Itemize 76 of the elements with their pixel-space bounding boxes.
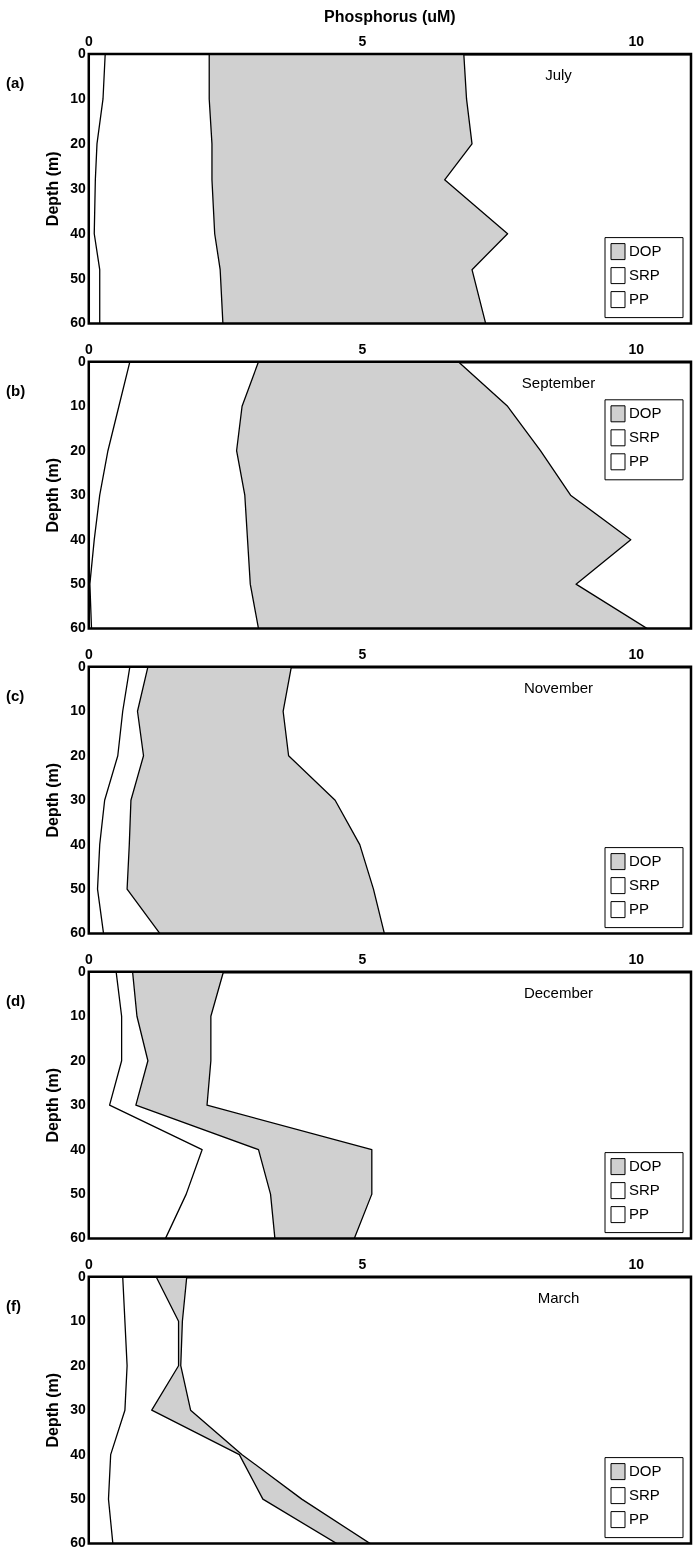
text: (c)	[6, 686, 25, 704]
y-tick-label: 50	[70, 269, 86, 286]
y-tick-label: 10	[70, 1007, 86, 1024]
legend-label: DOP	[629, 1461, 662, 1479]
legend-label: DOP	[629, 1156, 662, 1174]
x-tick-label: 10	[628, 1256, 645, 1273]
y-tick-label: 0	[77, 44, 86, 61]
y-tick-label: 40	[70, 224, 86, 241]
y-tick-label: 30	[70, 1401, 86, 1418]
x-tick-label: 5	[358, 646, 367, 663]
legend-label: PP	[629, 289, 650, 307]
legend-label: SRP	[629, 1180, 660, 1198]
y-tick-label: 60	[70, 619, 86, 636]
y-tick-label: 10	[70, 397, 86, 414]
text: March	[537, 1288, 580, 1306]
y-tick-label: 0	[77, 657, 86, 674]
text: September	[521, 373, 596, 391]
text: (f)	[6, 1296, 21, 1314]
y-tick-label: 50	[70, 1184, 86, 1201]
y-tick-label: 50	[70, 879, 86, 896]
legend-label: SRP	[629, 1485, 660, 1503]
y-tick-label: 40	[70, 530, 86, 547]
x-tick-label: 10	[628, 646, 645, 663]
text: (a)	[6, 74, 25, 92]
x-tick-label: 10	[628, 341, 645, 358]
y-tick-label: 30	[70, 179, 86, 196]
y-tick-label: 20	[70, 746, 86, 763]
legend-label: PP	[629, 899, 650, 917]
text: November	[523, 678, 594, 696]
text: (d)	[6, 991, 26, 1009]
y-axis-title: Depth (m)	[44, 1067, 62, 1143]
y-axis-title: Depth (m)	[44, 1372, 62, 1448]
legend-label: PP	[629, 451, 650, 469]
x-tick-label: 10	[628, 951, 645, 968]
text: (b)	[6, 381, 26, 399]
y-tick-label: 10	[70, 702, 86, 719]
y-axis-title: Depth (m)	[44, 151, 62, 227]
text: December	[523, 983, 594, 1001]
y-tick-label: 0	[77, 962, 86, 979]
y-tick-label: 50	[70, 574, 86, 591]
y-tick-label: 10	[70, 1312, 86, 1329]
y-tick-label: 20	[70, 441, 86, 458]
y-tick-label: 60	[70, 1229, 86, 1246]
y-tick-label: 20	[70, 1356, 86, 1373]
y-tick-label: 30	[70, 1096, 86, 1113]
y-tick-label: 0	[77, 352, 86, 369]
legend-label: SRP	[629, 875, 660, 893]
y-tick-label: 60	[70, 924, 86, 941]
text: July	[545, 66, 573, 84]
y-axis-title: Depth (m)	[44, 762, 62, 838]
y-tick-label: 60	[70, 1534, 86, 1551]
x-tick-label: 10	[628, 33, 645, 50]
legend-label: SRP	[629, 427, 660, 445]
legend-label: DOP	[629, 403, 662, 421]
y-tick-label: 60	[70, 314, 86, 331]
legend-label: SRP	[629, 265, 660, 283]
x-tick-label: 5	[358, 951, 367, 968]
x-tick-label: 5	[358, 33, 367, 50]
x-tick-label: 5	[358, 1256, 367, 1273]
y-tick-label: 20	[70, 134, 86, 151]
y-tick-label: 40	[70, 1445, 86, 1462]
y-tick-label: 40	[70, 835, 86, 852]
legend-label: DOP	[629, 241, 662, 259]
x-tick-label: 5	[358, 341, 367, 358]
y-tick-label: 50	[70, 1489, 86, 1506]
y-tick-label: 40	[70, 1140, 86, 1157]
y-tick-label: 20	[70, 1051, 86, 1068]
y-tick-label: 10	[70, 89, 86, 106]
y-axis-title: Depth (m)	[44, 457, 62, 533]
legend-label: DOP	[629, 851, 662, 869]
y-tick-label: 0	[77, 1267, 86, 1284]
legend-label: PP	[629, 1509, 650, 1527]
y-tick-label: 30	[70, 486, 86, 503]
y-tick-label: 30	[70, 791, 86, 808]
legend-label: PP	[629, 1204, 650, 1222]
x-axis-title: Phosphorus (uM)	[324, 8, 456, 26]
